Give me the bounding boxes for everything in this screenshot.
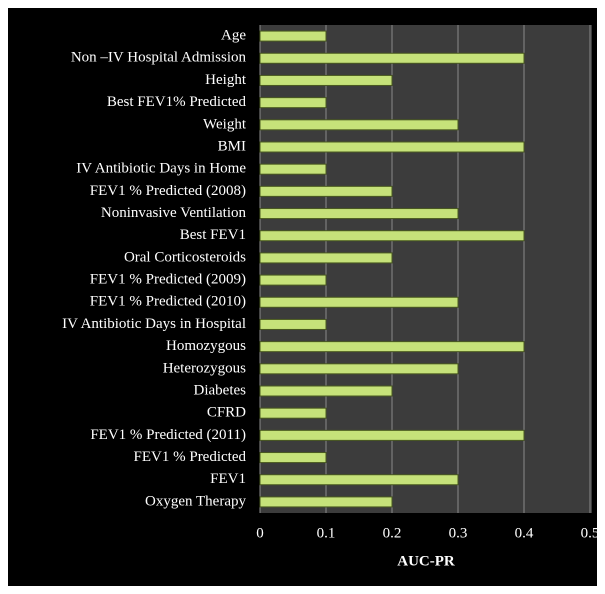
bar (259, 496, 393, 508)
bar (259, 119, 459, 131)
bar (259, 452, 327, 464)
bar (259, 252, 393, 264)
y-tick-label: FEV1 % Predicted (2010) (90, 294, 246, 310)
y-tick-label: Best FEV1% Predicted (107, 94, 247, 110)
bar (259, 208, 459, 220)
y-tick-label: Homozygous (166, 338, 246, 354)
y-tick-label: Diabetes (194, 382, 247, 398)
y-tick-label: Non –IV Hospital Admission (71, 50, 247, 66)
y-tick-label: Oxygen Therapy (145, 493, 246, 509)
bar (259, 141, 525, 153)
bar (259, 230, 525, 242)
x-tick-label: 0.5 (581, 525, 600, 541)
x-tick-label: 0.2 (383, 525, 402, 541)
x-axis-title: AUC-PR (397, 553, 455, 569)
y-tick-label: FEV1 % Predicted (2008) (90, 183, 246, 199)
bar (259, 74, 393, 86)
bar (259, 296, 459, 308)
bar (259, 341, 525, 353)
bar (259, 97, 327, 109)
x-tick-label: 0.3 (449, 525, 468, 541)
y-tick-label: IV Antibiotic Days in Home (76, 161, 246, 177)
bar (259, 163, 327, 175)
y-tick-label: Weight (203, 116, 247, 132)
bar (259, 185, 393, 197)
y-tick-label: IV Antibiotic Days in Hospital (62, 316, 246, 332)
bar (259, 474, 459, 486)
y-tick-label: BMI (218, 138, 246, 154)
bar (259, 429, 525, 441)
y-tick-label: Noninvasive Ventilation (101, 205, 247, 221)
y-tick-label: FEV1 % Predicted (2009) (90, 272, 246, 288)
bar (259, 407, 327, 419)
y-tick-label: Best FEV1 (180, 227, 246, 243)
y-tick-label: CFRD (207, 405, 246, 421)
bar (259, 30, 327, 42)
x-tick-label: 0.4 (515, 525, 534, 541)
x-tick-label: 0 (256, 525, 264, 541)
y-tick-label: Age (221, 28, 246, 44)
bar (259, 52, 525, 64)
y-tick-label: FEV1 % Predicted (134, 449, 247, 465)
y-tick-label: Heterozygous (163, 360, 246, 376)
bar (259, 363, 459, 375)
bar (259, 385, 393, 397)
y-tick-label: FEV1 (210, 471, 246, 487)
y-tick-label: Height (205, 72, 247, 88)
y-tick-label: FEV1 % Predicted (2011) (90, 427, 246, 443)
y-tick-label: Oral Corticosteroids (124, 249, 246, 265)
x-tick-label: 0.1 (317, 525, 336, 541)
bar (259, 274, 327, 286)
bar (259, 318, 327, 330)
